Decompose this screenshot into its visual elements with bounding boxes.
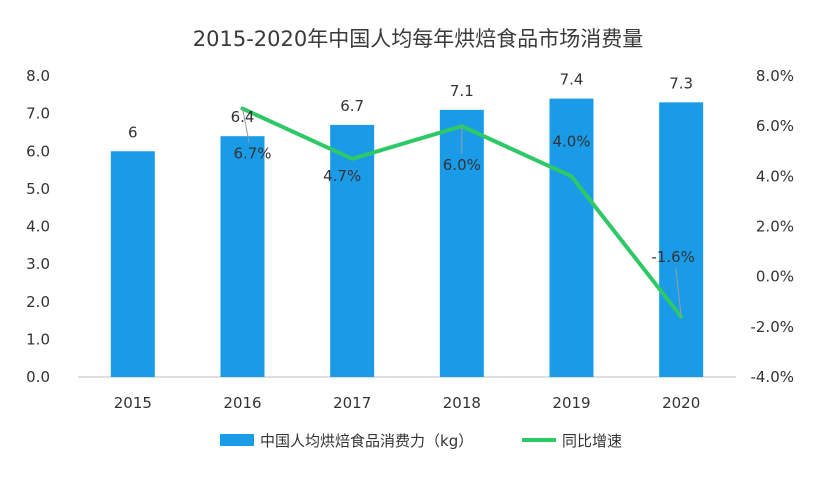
- y-right-tick-label: 4.0%: [756, 167, 794, 185]
- line-value-label: 4.7%: [323, 167, 361, 185]
- y-right-tick-label: -4.0%: [750, 368, 794, 386]
- y-right-tick-label: 0.0%: [756, 268, 794, 286]
- y-left-tick-label: 3.0: [26, 255, 50, 273]
- legend-bar-label: 中国人均烘焙食品消费力（kg）: [260, 432, 473, 450]
- bar: [110, 151, 155, 377]
- bar-value-label: 7.3: [669, 74, 693, 92]
- x-tick-label: 2019: [552, 394, 590, 412]
- x-tick-label: 2017: [333, 394, 371, 412]
- y-left-tick-label: 4.0: [26, 218, 50, 236]
- y-left-tick-label: 6.0: [26, 142, 50, 160]
- y-right-tick-label: 2.0%: [756, 218, 794, 236]
- y-left-tick-label: 5.0: [26, 180, 50, 198]
- y-right-tick-label: -2.0%: [750, 318, 794, 336]
- bar-value-label: 7.4: [560, 71, 584, 89]
- y-right-tick-label: 8.0%: [756, 67, 794, 85]
- y-left-tick-label: 7.0: [26, 105, 50, 123]
- bar: [549, 98, 594, 377]
- bar: [659, 102, 704, 378]
- bar-value-label: 7.1: [450, 82, 474, 100]
- line-value-label: 6.0%: [443, 156, 481, 174]
- x-tick-label: 2020: [662, 394, 700, 412]
- label-leader-line: [675, 267, 682, 317]
- bar: [220, 136, 265, 377]
- x-tick-label: 2016: [223, 394, 261, 412]
- y-left-tick-label: 2.0: [26, 293, 50, 311]
- bar-value-label: 6.4: [231, 108, 255, 126]
- y-left-tick-label: 1.0: [26, 330, 50, 348]
- axes: 0.0 1.0 2.0 3.0 4.0 5.0 6.0 7.0 8.0 -4.0% -2.0% 0.0…: [26, 67, 794, 412]
- x-tick-label: 2018: [443, 394, 481, 412]
- line-value-label: 6.7%: [233, 145, 271, 163]
- chart-title: 2015-2020年中国人均每年烘焙食品市场消费量: [193, 27, 643, 51]
- bar-series: [110, 98, 704, 378]
- legend-line-label: 同比增速: [562, 432, 622, 450]
- legend: 中国人均烘焙食品消费力（kg） 同比增速: [220, 432, 622, 450]
- legend-bar-swatch: [220, 434, 254, 446]
- x-tick-label: 2015: [114, 394, 152, 412]
- bar: [330, 124, 375, 377]
- bar-value-label: 6.7: [340, 97, 364, 115]
- y-right-tick-label: 6.0%: [756, 117, 794, 135]
- line-value-label: -1.6%: [651, 248, 695, 266]
- line-value-label: 4.0%: [552, 132, 590, 150]
- bar: [439, 109, 484, 378]
- y-left-tick-label: 0.0: [26, 368, 50, 386]
- label-leader-line: [242, 108, 250, 143]
- bar-value-label: 6: [128, 123, 138, 141]
- data-labels: 6 6.4 6.7 7.1 7.4 7.3 6.7% 4.7% 6.0% 4.0% -1.6%: [128, 71, 695, 317]
- y-left-tick-label: 8.0: [26, 67, 50, 85]
